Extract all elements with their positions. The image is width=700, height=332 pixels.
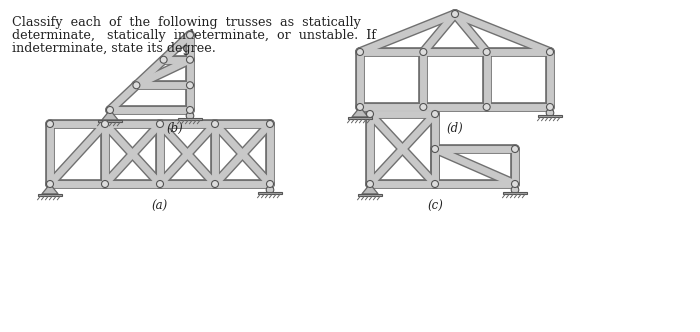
- Circle shape: [512, 145, 519, 152]
- Polygon shape: [352, 107, 368, 117]
- Circle shape: [267, 181, 274, 188]
- Circle shape: [367, 181, 374, 188]
- Circle shape: [186, 107, 193, 114]
- Circle shape: [102, 121, 108, 127]
- Circle shape: [186, 32, 193, 39]
- Circle shape: [46, 121, 53, 127]
- Circle shape: [546, 109, 554, 117]
- Text: indeterminate, state its degree.: indeterminate, state its degree.: [12, 42, 216, 55]
- Circle shape: [452, 11, 458, 18]
- Circle shape: [211, 121, 218, 127]
- Circle shape: [547, 48, 554, 55]
- Circle shape: [157, 121, 164, 127]
- Bar: [98, 120, 122, 123]
- Circle shape: [211, 181, 218, 188]
- Circle shape: [157, 181, 164, 188]
- Circle shape: [186, 82, 193, 89]
- Circle shape: [367, 111, 374, 118]
- Circle shape: [267, 121, 274, 127]
- Bar: [538, 115, 561, 117]
- Text: (c): (c): [427, 200, 443, 213]
- Circle shape: [186, 112, 194, 120]
- Polygon shape: [102, 110, 118, 120]
- Bar: [258, 192, 281, 194]
- Circle shape: [356, 48, 363, 55]
- Circle shape: [356, 104, 363, 111]
- Bar: [503, 192, 526, 194]
- Circle shape: [420, 48, 427, 55]
- Circle shape: [511, 186, 519, 194]
- Circle shape: [160, 56, 167, 63]
- Polygon shape: [362, 184, 378, 194]
- Circle shape: [512, 181, 519, 188]
- Circle shape: [106, 107, 113, 114]
- Text: (a): (a): [152, 200, 168, 213]
- Circle shape: [431, 111, 438, 118]
- Circle shape: [547, 104, 554, 111]
- Circle shape: [483, 104, 490, 111]
- Bar: [358, 194, 382, 197]
- Bar: [38, 194, 62, 197]
- Circle shape: [46, 181, 53, 188]
- Circle shape: [266, 186, 274, 194]
- Circle shape: [420, 104, 427, 111]
- Text: determinate,   statically  indeterminate,  or  unstable.  If: determinate, statically indeterminate, o…: [12, 29, 376, 42]
- Polygon shape: [42, 184, 58, 194]
- Text: Classify  each  of  the  following  trusses  as  statically: Classify each of the following trusses a…: [12, 16, 361, 29]
- Circle shape: [133, 82, 140, 89]
- Bar: [349, 117, 372, 120]
- Bar: [178, 118, 202, 120]
- Circle shape: [431, 145, 438, 152]
- Text: (b): (b): [167, 122, 183, 135]
- Text: (d): (d): [447, 122, 463, 135]
- Circle shape: [102, 181, 108, 188]
- Circle shape: [186, 56, 193, 63]
- Circle shape: [431, 181, 438, 188]
- Circle shape: [483, 48, 490, 55]
